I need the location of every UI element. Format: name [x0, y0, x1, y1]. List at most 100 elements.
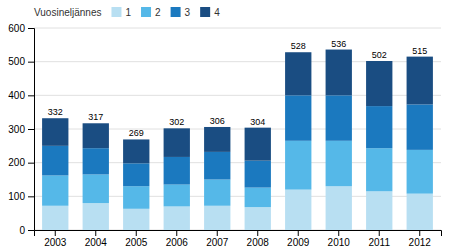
- bar-segment: [42, 206, 68, 230]
- legend-label: 4: [214, 7, 220, 18]
- bar-segment: [366, 61, 392, 106]
- tick: 600: [8, 23, 34, 34]
- tick: 2004: [85, 230, 108, 248]
- tick-mark: [95, 230, 96, 236]
- grid-line: [34, 28, 441, 29]
- axis-domain: [35, 231, 442, 237]
- series: [42, 50, 433, 164]
- grid: [34, 28, 441, 230]
- tick-mark: [298, 230, 299, 236]
- plot: 0100200300400500600200320042005200620072…: [8, 23, 441, 248]
- tick-mark: [28, 62, 34, 63]
- bar-segment: [123, 186, 149, 209]
- tick-mark: [28, 196, 34, 197]
- tick-mark: [28, 163, 34, 164]
- bar-segment: [407, 150, 433, 194]
- tick-label: 2003: [44, 237, 67, 248]
- bar-segment: [204, 180, 230, 206]
- bar-segment: [285, 190, 311, 230]
- tick-label: 2009: [287, 237, 310, 248]
- tick-mark: [217, 230, 218, 236]
- bar-segment: [285, 141, 311, 190]
- tick-label: 500: [8, 56, 25, 67]
- bar-segment: [326, 50, 352, 96]
- bar-segment: [164, 206, 190, 230]
- bar-segment: [285, 52, 311, 95]
- total-label: 332: [48, 107, 63, 117]
- bar-segment: [123, 209, 149, 230]
- bar-segment: [285, 95, 311, 140]
- tick: 100: [8, 191, 34, 202]
- tick-mark: [136, 230, 137, 236]
- bar-segment: [366, 191, 392, 230]
- legend-label: 1: [125, 7, 131, 18]
- bar-segment: [204, 206, 230, 230]
- bar-segment: [83, 123, 109, 148]
- bar-segment: [245, 128, 271, 161]
- tick: 2009: [287, 230, 310, 248]
- tick: 2011: [368, 230, 390, 248]
- legend-swatch: [200, 7, 210, 17]
- tick: 2008: [247, 230, 270, 248]
- tick-label: 2007: [206, 237, 229, 248]
- bar-segment: [204, 127, 230, 152]
- bar-segment: [164, 157, 190, 185]
- bar-segment: [326, 186, 352, 230]
- bar-segment: [326, 95, 352, 140]
- tick-mark: [379, 230, 380, 236]
- legend-label: 3: [185, 7, 191, 18]
- tick-label: 200: [8, 157, 25, 168]
- bar-segment: [123, 139, 149, 163]
- tick-mark: [176, 230, 177, 236]
- tick-label: 0: [19, 225, 25, 236]
- tick-label: 2011: [368, 237, 390, 248]
- tick-mark: [28, 230, 34, 231]
- tick: 0: [19, 225, 34, 236]
- bar-segment: [83, 203, 109, 230]
- bar-segment: [164, 185, 190, 207]
- total-label: 502: [372, 50, 387, 60]
- tick-mark: [55, 230, 56, 236]
- tick-label: 2005: [125, 237, 148, 248]
- total-label: 528: [291, 41, 306, 51]
- tick-mark: [419, 230, 420, 236]
- total-labels: 332317269302306304528536502515: [48, 39, 428, 139]
- background: [0, 0, 453, 252]
- total-label: 515: [412, 46, 427, 56]
- tick-label: 2004: [85, 237, 108, 248]
- bars: [42, 50, 433, 230]
- tick-mark: [338, 230, 339, 236]
- tick-label: 2006: [166, 237, 189, 248]
- total-label: 269: [129, 128, 144, 138]
- legend-swatch: [111, 7, 121, 17]
- axis-domain: [28, 29, 35, 231]
- tick: 400: [8, 90, 34, 101]
- tick-label: 100: [8, 191, 25, 202]
- bar-segment: [164, 128, 190, 157]
- bar-segment: [407, 194, 433, 230]
- tick-mark: [28, 28, 34, 29]
- total-label: 536: [331, 39, 346, 49]
- bar-segment: [245, 161, 271, 188]
- bar-segment: [407, 57, 433, 105]
- tick-label: 2010: [328, 237, 351, 248]
- total-label: 302: [169, 117, 184, 127]
- tick: 2003: [44, 230, 67, 248]
- tick: 2010: [328, 230, 351, 248]
- bar-segment: [407, 104, 433, 149]
- tick-mark: [28, 129, 34, 130]
- tick: 2006: [166, 230, 189, 248]
- bar-segment: [83, 148, 109, 174]
- legend-swatch: [141, 7, 151, 17]
- bar-segment: [366, 106, 392, 148]
- bar-segment: [245, 188, 271, 208]
- total-label: 306: [210, 116, 225, 126]
- tick-mark: [257, 230, 258, 236]
- bar-segment: [42, 146, 68, 176]
- x-axis: 2003200420052006200720082009201020112012: [35, 230, 442, 248]
- tick: 500: [8, 56, 34, 67]
- chart: 0100200300400500600200320042005200620072…: [0, 0, 453, 252]
- tick: 200: [8, 157, 34, 168]
- tick-label: 2008: [247, 237, 270, 248]
- legend-label: 2: [155, 7, 161, 18]
